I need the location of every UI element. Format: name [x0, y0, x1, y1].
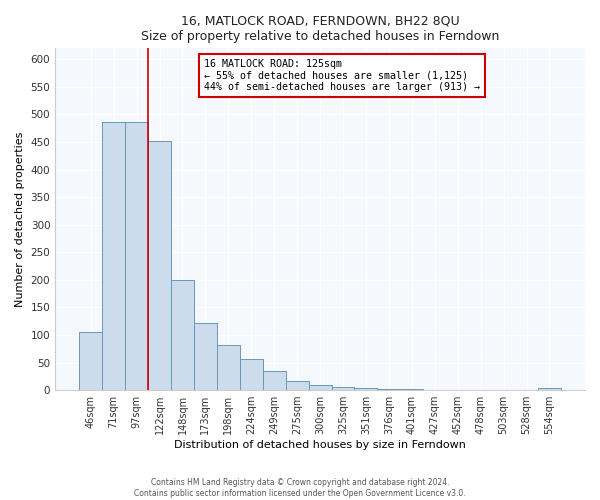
Title: 16, MATLOCK ROAD, FERNDOWN, BH22 8QU
Size of property relative to detached house: 16, MATLOCK ROAD, FERNDOWN, BH22 8QU Siz… — [141, 15, 499, 43]
Bar — [308, 384, 332, 390]
Bar — [148, 141, 171, 390]
Bar — [332, 388, 355, 390]
Bar — [355, 388, 377, 390]
Bar — [79, 332, 102, 390]
Bar — [377, 389, 400, 390]
Bar — [400, 389, 423, 390]
Bar — [263, 371, 286, 390]
Bar — [240, 359, 263, 390]
Text: 16 MATLOCK ROAD: 125sqm
← 55% of detached houses are smaller (1,125)
44% of semi: 16 MATLOCK ROAD: 125sqm ← 55% of detache… — [203, 58, 479, 92]
Bar — [286, 382, 308, 390]
Bar — [171, 280, 194, 390]
Bar — [217, 345, 240, 390]
Bar — [194, 323, 217, 390]
Bar — [102, 122, 125, 390]
X-axis label: Distribution of detached houses by size in Ferndown: Distribution of detached houses by size … — [174, 440, 466, 450]
Text: Contains HM Land Registry data © Crown copyright and database right 2024.
Contai: Contains HM Land Registry data © Crown c… — [134, 478, 466, 498]
Bar — [538, 388, 561, 390]
Y-axis label: Number of detached properties: Number of detached properties — [15, 132, 25, 307]
Bar — [125, 122, 148, 390]
